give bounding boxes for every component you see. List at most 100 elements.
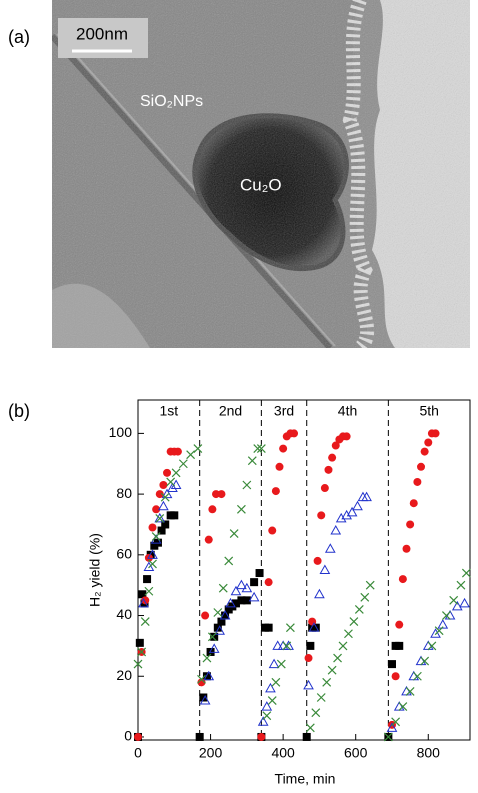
x-tick-label: 200: [199, 745, 223, 761]
marker: [456, 580, 466, 590]
marker: [213, 623, 222, 632]
marker: [257, 732, 266, 741]
marker: [360, 592, 370, 602]
marker: [311, 623, 320, 632]
marker: [133, 659, 143, 669]
marker: [155, 513, 165, 523]
marker: [262, 711, 272, 721]
marker: [449, 595, 459, 605]
marker: [256, 444, 266, 453]
marker: [412, 671, 422, 681]
marker: [431, 429, 440, 438]
x-tick-label: 0: [134, 745, 142, 761]
marker: [157, 526, 166, 535]
marker: [427, 641, 437, 651]
marker: [424, 438, 433, 447]
cycle-label: 1st: [159, 403, 178, 419]
marker: [405, 687, 415, 696]
marker: [152, 505, 161, 514]
marker: [346, 506, 358, 517]
marker: [231, 599, 240, 608]
marker: [241, 582, 253, 593]
marker: [143, 561, 155, 571]
marker: [171, 468, 181, 478]
marker: [328, 453, 337, 462]
marker: [406, 520, 415, 529]
marker: [290, 429, 299, 438]
marker: [437, 619, 449, 629]
y-axis-label: H₂ yield (%): [87, 533, 103, 607]
marker: [208, 505, 217, 514]
marker: [138, 590, 147, 599]
marker: [395, 620, 404, 629]
marker: [208, 643, 220, 653]
marker: [305, 723, 315, 733]
marker: [224, 556, 234, 566]
marker: [255, 569, 264, 578]
marker: [253, 444, 263, 453]
marker: [201, 611, 210, 620]
marker: [272, 640, 284, 650]
marker: [268, 526, 277, 535]
marker: [461, 568, 471, 578]
marker: [229, 529, 239, 538]
y-tick-label: 0: [124, 728, 132, 744]
marker: [242, 480, 252, 490]
y-tick-label: 60: [116, 546, 132, 562]
marker: [230, 585, 242, 596]
marker: [330, 525, 342, 535]
marker: [170, 511, 179, 520]
marker: [285, 623, 295, 633]
marker: [197, 678, 206, 687]
marker: [320, 484, 329, 493]
marker: [154, 512, 166, 523]
marker: [331, 441, 340, 450]
marker: [322, 677, 332, 687]
marker: [354, 605, 364, 614]
marker: [261, 701, 273, 711]
marker: [236, 504, 246, 514]
marker: [199, 695, 211, 705]
marker: [143, 575, 152, 584]
marker: [316, 693, 326, 702]
micrograph: [52, 0, 470, 348]
marker: [344, 629, 353, 639]
marker: [342, 432, 351, 441]
marker: [207, 632, 217, 642]
annotation: SiO₂NPs: [140, 93, 203, 110]
marker: [236, 579, 247, 590]
marker: [248, 591, 260, 602]
marker: [202, 653, 212, 663]
x-axis-label: Time, min: [275, 771, 336, 787]
cycle-label: 3rd: [274, 403, 294, 419]
marker: [338, 641, 348, 651]
marker: [186, 450, 196, 460]
marker: [138, 597, 149, 608]
marker: [324, 465, 333, 474]
marker: [225, 597, 236, 608]
marker: [213, 608, 223, 617]
marker: [217, 617, 226, 626]
marker: [302, 732, 311, 741]
marker: [218, 583, 228, 593]
marker: [214, 625, 225, 635]
marker: [417, 462, 426, 471]
marker: [158, 500, 169, 511]
marker: [413, 477, 422, 486]
marker: [265, 682, 276, 693]
marker: [202, 672, 211, 681]
marker: [306, 641, 315, 650]
marker: [140, 617, 150, 627]
marker: [383, 732, 393, 742]
marker: [178, 459, 188, 469]
x-tick-label: 600: [344, 745, 368, 761]
marker: [264, 623, 273, 632]
marker: [151, 532, 161, 542]
marker: [199, 693, 208, 702]
marker: [271, 677, 281, 687]
marker: [155, 490, 164, 499]
marker: [219, 610, 231, 620]
marker: [195, 732, 204, 741]
y-tick-label: 100: [109, 424, 133, 440]
